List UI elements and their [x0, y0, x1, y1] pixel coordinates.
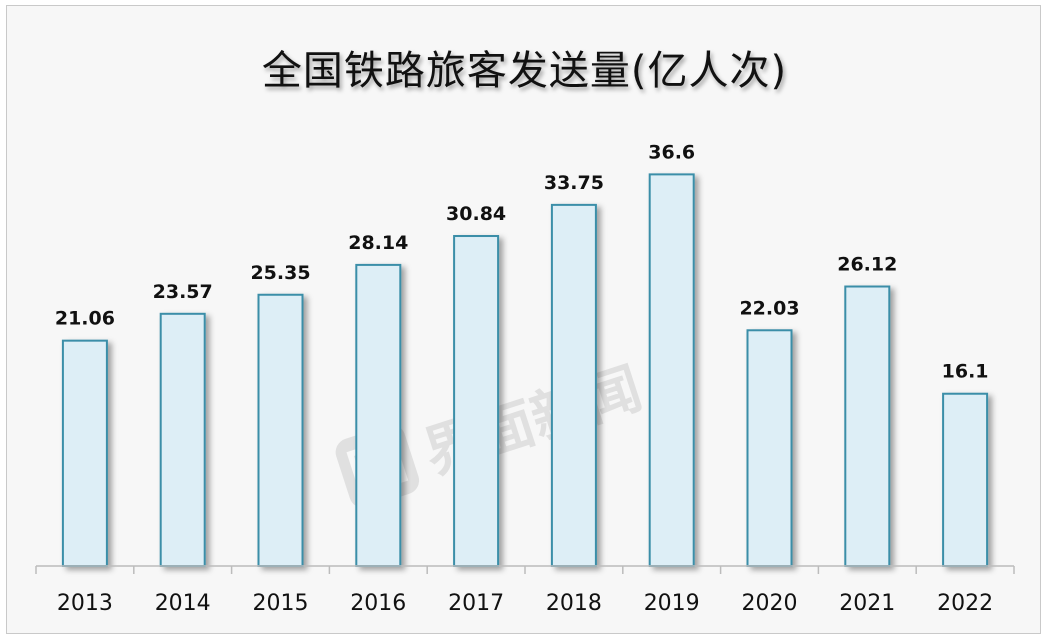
x-tick-label-2015: 2015 — [253, 591, 309, 616]
x-tick-label-2017: 2017 — [448, 591, 504, 616]
data-label-2019: 36.6 — [648, 141, 695, 163]
data-label-2020: 22.03 — [739, 297, 799, 319]
x-tick-label-2019: 2019 — [644, 591, 700, 616]
x-tick-label-2013: 2013 — [57, 591, 113, 616]
data-label-2016: 28.14 — [348, 232, 408, 254]
x-tick-label-2016: 2016 — [350, 591, 406, 616]
bar-2021 — [844, 285, 891, 567]
data-label-2013: 21.06 — [55, 308, 115, 330]
bar-2014 — [159, 312, 206, 567]
bar-2013 — [61, 339, 108, 567]
data-label-2018: 33.75 — [544, 172, 604, 194]
bar-2020 — [746, 329, 793, 567]
bar-2016 — [355, 263, 402, 567]
data-label-2021: 26.12 — [837, 254, 897, 276]
data-label-2015: 25.35 — [250, 262, 310, 284]
bar-2015 — [257, 293, 304, 567]
chart-title: 全国铁路旅客发送量(亿人次) — [261, 48, 788, 94]
x-tick-label-2014: 2014 — [155, 591, 211, 616]
data-label-2017: 30.84 — [446, 203, 506, 225]
data-label-2014: 23.57 — [153, 281, 213, 303]
data-label-2022: 16.1 — [942, 361, 989, 383]
x-tick-label-2018: 2018 — [546, 591, 602, 616]
x-tick-label-2020: 2020 — [742, 591, 798, 616]
x-tick-label-2022: 2022 — [937, 591, 993, 616]
bar-2018 — [550, 203, 597, 567]
x-tick-label-2021: 2021 — [839, 591, 895, 616]
bar-2017 — [453, 235, 500, 567]
bar-2022 — [942, 392, 989, 568]
bar-2019 — [648, 173, 695, 567]
